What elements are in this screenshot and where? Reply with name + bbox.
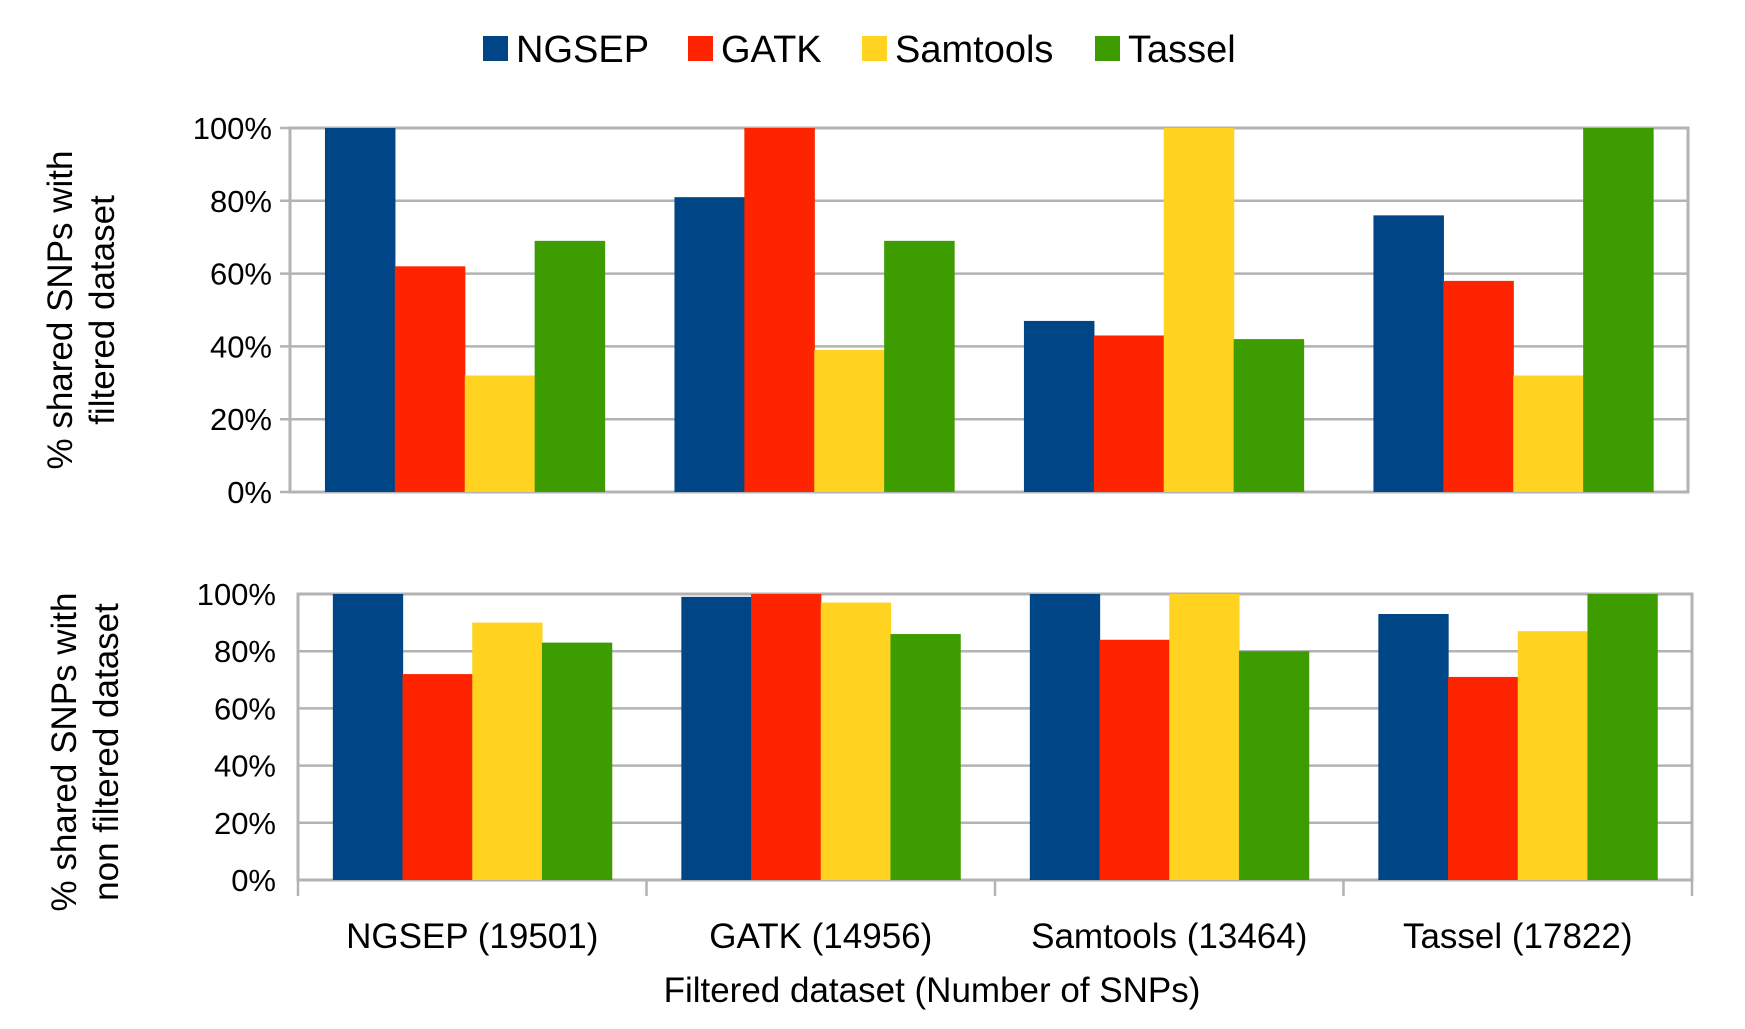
- y-tick-label: 80%: [210, 184, 272, 219]
- y-axis-title-line: non filtered dataset: [87, 603, 126, 901]
- x-tick-label: Samtools (13464): [1031, 917, 1307, 956]
- bar-samtools-2: [814, 350, 885, 492]
- legend-label-gatk: GATK: [721, 29, 822, 71]
- y-tick-label: 40%: [210, 329, 272, 364]
- bar-gatk-2: [751, 594, 822, 880]
- y-tick-label: 0%: [227, 475, 272, 510]
- bar-tassel-2: [884, 240, 955, 492]
- x-tick-label: Tassel (17822): [1403, 917, 1633, 956]
- y-axis-title-line: % shared SNPs with: [41, 150, 80, 469]
- bar-gatk-2: [744, 128, 815, 492]
- legend-swatch-ngsep: [483, 36, 508, 61]
- bar-tassel-2: [890, 634, 961, 880]
- bar-gatk-4: [1443, 280, 1514, 492]
- y-tick-label: 80%: [214, 634, 276, 669]
- y-tick-label: 100%: [193, 111, 272, 146]
- bar-samtools-1: [464, 375, 536, 492]
- bar-samtools-4: [1517, 631, 1589, 880]
- bar-tassel-4: [1583, 128, 1654, 492]
- bar-ngsep-2: [681, 596, 752, 880]
- bar-tassel-1: [541, 642, 613, 880]
- bar-gatk-1: [394, 266, 466, 492]
- y-axis-title: % shared SNPs withnon filtered dataset: [45, 592, 126, 911]
- y-axis-title: % shared SNPs withfiltered dataset: [41, 150, 122, 469]
- bar-samtools-1: [472, 622, 543, 880]
- bar-samtools-3: [1169, 594, 1240, 880]
- x-tick-label: GATK (14956): [709, 917, 932, 956]
- y-tick-label: 60%: [214, 691, 276, 726]
- y-tick-label: 20%: [210, 402, 272, 437]
- legend-label-ngsep: NGSEP: [516, 29, 649, 71]
- legend-label-samtools: Samtools: [895, 29, 1053, 71]
- x-tick-label: NGSEP (19501): [346, 917, 598, 956]
- bar-gatk-3: [1099, 639, 1170, 880]
- bar-gatk-1: [402, 674, 473, 880]
- bar-samtools-2: [820, 602, 892, 880]
- bar-ngsep-4: [1373, 215, 1444, 493]
- legend-swatch-gatk: [688, 36, 713, 61]
- bar-ngsep-1: [332, 594, 404, 880]
- bar-gatk-4: [1448, 676, 1519, 880]
- bar-ngsep-3: [1029, 594, 1101, 880]
- chart-panel-bottom: 0% 20% 40% 60% 80% 100% NGSEP (19501) GATK (149…: [45, 577, 1694, 956]
- bar-tassel-4: [1587, 594, 1658, 880]
- legend: NGSEP GATK Samtools Tassel: [483, 29, 1236, 71]
- bar-tassel-3: [1233, 339, 1305, 492]
- y-tick-label: 60%: [210, 257, 272, 292]
- legend-label-tassel: Tassel: [1128, 29, 1236, 71]
- bar-gatk-3: [1093, 335, 1165, 492]
- bar-samtools-3: [1163, 128, 1235, 492]
- y-tick-label: 20%: [214, 806, 276, 841]
- x-axis-title: Filtered dataset (Number of SNPs): [664, 971, 1201, 1010]
- bar-samtools-4: [1513, 375, 1584, 492]
- chart-panel-top: 0% 20% 40% 60% 80% 100% % shared SNPs withfilt…: [41, 111, 1690, 510]
- bar-tassel-1: [534, 240, 606, 492]
- bar-ngsep-1: [324, 128, 396, 492]
- bar-ngsep-3: [1023, 320, 1095, 492]
- bar-ngsep-4: [1378, 614, 1449, 880]
- plot-frame: [288, 126, 1690, 494]
- legend-swatch-tassel: [1095, 36, 1120, 61]
- y-axis-title-line: filtered dataset: [83, 195, 122, 425]
- y-tick-label: 100%: [197, 577, 276, 612]
- bar-ngsep-2: [674, 197, 745, 492]
- legend-swatch-samtools: [862, 36, 887, 61]
- y-tick-label: 0%: [231, 863, 276, 898]
- bar-tassel-3: [1238, 651, 1310, 880]
- y-axis-title-line: % shared SNPs with: [45, 592, 84, 911]
- y-tick-label: 40%: [214, 749, 276, 784]
